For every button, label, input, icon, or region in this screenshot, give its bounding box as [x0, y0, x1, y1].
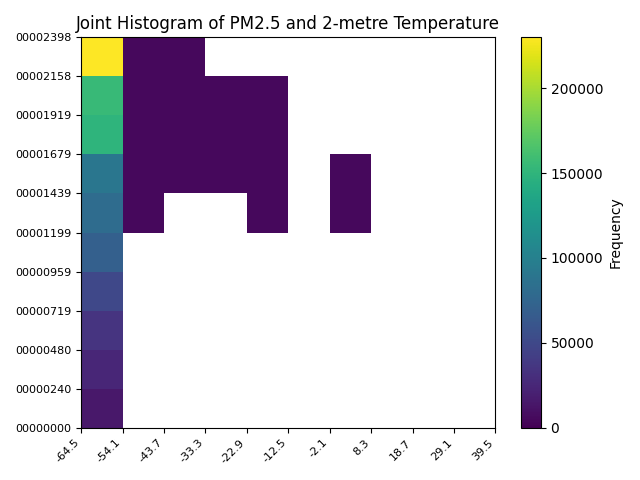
Title: Joint Histogram of PM2.5 and 2-metre Temperature: Joint Histogram of PM2.5 and 2-metre Tem… — [76, 15, 500, 33]
Y-axis label: Frequency: Frequency — [609, 197, 623, 268]
